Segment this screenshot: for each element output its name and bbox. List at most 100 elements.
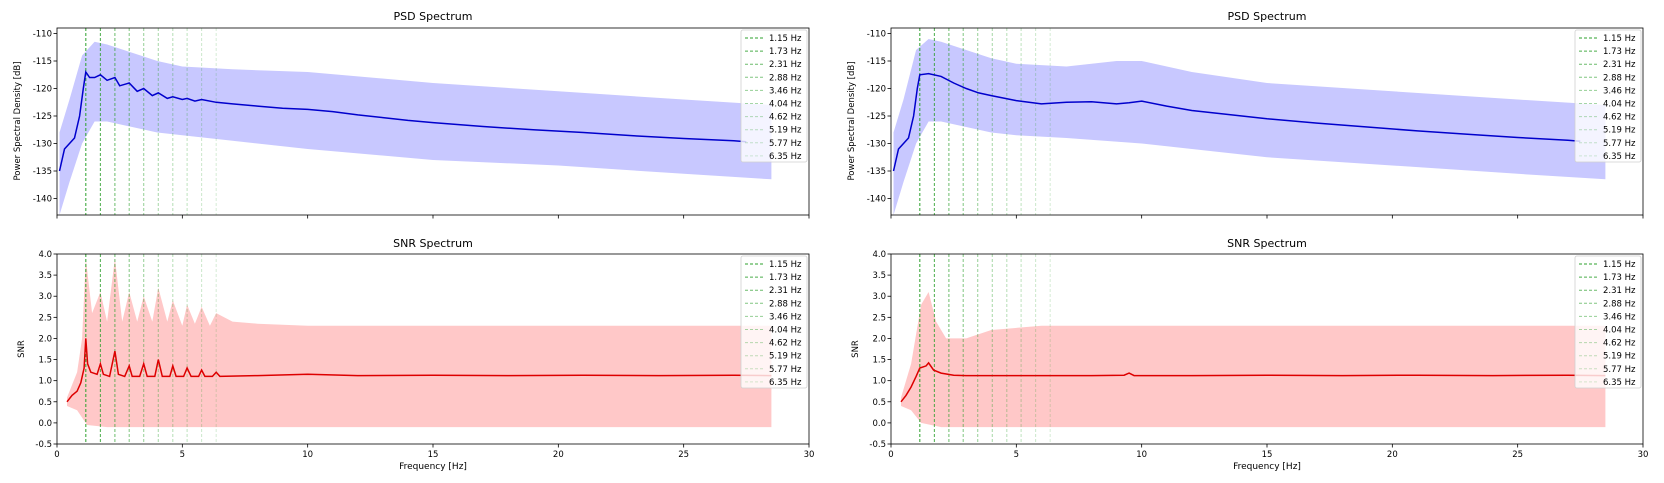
- left-psd-ytick-label: -125: [33, 112, 52, 122]
- left-snr-ytick-label: 3.5: [38, 271, 52, 281]
- left-psd-legend-entry: 2.88 Hz: [769, 73, 802, 83]
- left-psd-ytick-label: -110: [33, 30, 52, 40]
- right-psd-ytick-label: -140: [867, 195, 886, 205]
- left-snr-legend-entry: 5.19 Hz: [769, 352, 802, 362]
- left-psd-title: PSD Spectrum: [394, 10, 473, 23]
- left-snr-xtick-label: 5: [180, 450, 185, 460]
- right-psd-legend-entry: 5.19 Hz: [1603, 126, 1636, 136]
- left-psd-ylabel: Power Spectral Density [dB]: [13, 61, 23, 180]
- left-snr-legend-entry: 1.15 Hz: [769, 260, 802, 270]
- left-psd-ytick-label: -115: [33, 57, 52, 67]
- left-snr-ylabel: SNR: [17, 340, 27, 358]
- left-snr-band: [67, 258, 772, 428]
- left-snr-legend-entry: 4.04 Hz: [769, 326, 802, 336]
- left-snr-xtick-label: 0: [54, 450, 59, 460]
- right-snr-mean-line: [900, 361, 1606, 403]
- right-psd-ytick-label: -110: [867, 30, 886, 40]
- right-psd-legend-entry: 2.88 Hz: [1603, 73, 1636, 83]
- right-psd-legend-entry: 5.77 Hz: [1603, 139, 1636, 149]
- left-snr-ytick-label: 0.5: [38, 398, 52, 408]
- left-psd-legend-box: [740, 29, 808, 163]
- right-snr-ytick-label: 2.5: [872, 313, 886, 323]
- left-psd-ytick-label: -120: [33, 85, 52, 95]
- right-snr-ytick-label: 0.5: [872, 398, 886, 408]
- left-psd-legend-entry: 5.77 Hz: [769, 139, 802, 149]
- left-psd-panel: PSD Spectrum Power Spectral Density [dB]…: [13, 10, 810, 219]
- left-snr-ytick-label: 1.5: [38, 356, 52, 366]
- left-snr-legend-entry: 4.62 Hz: [769, 339, 802, 349]
- left-psd-legend-entry: 5.19 Hz: [769, 126, 802, 136]
- left-snr-ytick-label: 0.0: [38, 419, 52, 429]
- left-psd-legend-entry: 1.73 Hz: [769, 47, 802, 57]
- left-snr-ytick-label: 1.0: [38, 377, 52, 387]
- right-snr-legend-entry: 6.35 Hz: [1603, 378, 1636, 388]
- right-psd-legend: 1.15 Hz 1.73 Hz 2.31 Hz 2.88 Hz 3.46 Hz 4.04 …: [1574, 29, 1642, 163]
- right-snr-ytick-label: 2.0: [872, 334, 886, 344]
- right-snr-legend-entry: 2.31 Hz: [1603, 286, 1636, 296]
- right-psd-ytick-label: -135: [867, 167, 886, 177]
- left-snr-xlabel: Frequency [Hz]: [399, 462, 467, 472]
- left-snr-xtick-label: 10: [302, 450, 313, 460]
- left-snr-legend-entry: 5.77 Hz: [769, 365, 802, 375]
- right-psd-ytick-label: -115: [867, 57, 886, 67]
- left-snr-mean-line: [66, 338, 772, 403]
- left-snr-legend-entry: 2.88 Hz: [769, 299, 802, 309]
- right-psd-mean-line: [892, 72, 1581, 172]
- left-snr-ytick-label: 2.5: [38, 313, 52, 323]
- right-snr-xtick-label: 0: [888, 450, 893, 460]
- left-snr-xtick-label: 30: [804, 450, 815, 460]
- left-psd-legend-entry: 2.31 Hz: [769, 60, 802, 70]
- right-psd-legend-entry: 1.15 Hz: [1603, 34, 1636, 44]
- left-snr-ytick-label: -0.5: [35, 440, 52, 450]
- right-snr-ytick-label: 0.0: [872, 419, 886, 429]
- right-snr-legend-entry: 4.04 Hz: [1603, 326, 1636, 336]
- right-snr-xtick-label: 30: [1638, 450, 1649, 460]
- left-snr-ytick-label: 4.0: [38, 250, 52, 260]
- right-snr-ytick-label: 3.5: [872, 271, 886, 281]
- right-psd-plot-area: [892, 28, 1606, 215]
- right-psd-legend-entry: 2.31 Hz: [1603, 60, 1636, 70]
- left-psd-ytick-label: -135: [33, 167, 52, 177]
- right-psd-legend-entry: 4.04 Hz: [1603, 100, 1636, 110]
- right-psd-ytick-label: -120: [867, 85, 886, 95]
- right-psd-title: PSD Spectrum: [1228, 10, 1307, 23]
- right-snr-ylabel: SNR: [851, 340, 861, 358]
- right-psd-band: [893, 39, 1606, 215]
- left-snr-xtick-label: 20: [553, 450, 564, 460]
- left-snr-ytick-label: 3.0: [38, 292, 52, 302]
- left-snr-ytick-label: 2.0: [38, 334, 52, 344]
- left-snr-xtick-label: 25: [678, 450, 689, 460]
- left-snr-legend-entry: 6.35 Hz: [769, 378, 802, 388]
- right-psd-ytick-label: -130: [867, 140, 886, 150]
- right-snr-legend-entry: 5.19 Hz: [1603, 352, 1636, 362]
- right-psd-legend-entry: 4.62 Hz: [1603, 113, 1636, 123]
- left-psd-legend-entry: 6.35 Hz: [769, 152, 802, 162]
- left-snr-panel: SNR Spectrum SNR Frequency [Hz] 0 5 10 15 20…: [17, 237, 814, 472]
- right-snr-ytick-label: 1.0: [872, 377, 886, 387]
- left-snr-legend-entry: 1.73 Hz: [769, 273, 802, 283]
- left-psd-ytick-label: -140: [33, 195, 52, 205]
- left-psd-legend-entry: 4.62 Hz: [769, 113, 802, 123]
- right-psd-legend-entry: 6.35 Hz: [1603, 152, 1636, 162]
- right-psd-ylabel: Power Spectral Density [dB]: [847, 61, 857, 180]
- right-snr-xtick-label: 25: [1512, 450, 1523, 460]
- right-snr-panel: SNR Spectrum SNR Frequency [Hz] 0 5 10 15 20…: [851, 237, 1648, 472]
- right-snr-legend-entry: 4.62 Hz: [1603, 339, 1636, 349]
- right-snr-xtick-label: 20: [1387, 450, 1398, 460]
- left-snr-title: SNR Spectrum: [393, 237, 473, 250]
- right-snr-xtick-label: 10: [1136, 450, 1147, 460]
- right-snr-ytick-label: 4.0: [872, 250, 886, 260]
- right-snr-legend-entry: 1.15 Hz: [1603, 260, 1636, 270]
- left-psd-legend-entry: 4.04 Hz: [769, 100, 802, 110]
- right-snr-ytick-label: 1.5: [872, 356, 886, 366]
- left-snr-legend: 1.15 Hz 1.73 Hz 2.31 Hz 2.88 Hz 3.46 Hz 4.04 …: [740, 255, 808, 389]
- left-psd-ytick-label: -130: [33, 140, 52, 150]
- right-psd-legend-entry: 3.46 Hz: [1603, 86, 1636, 96]
- right-snr-title: SNR Spectrum: [1227, 237, 1307, 250]
- right-psd-panel: PSD Spectrum Power Spectral Density [dB]…: [847, 10, 1644, 219]
- right-snr-xlabel: Frequency [Hz]: [1233, 462, 1301, 472]
- left-psd-mean-line: [58, 70, 747, 172]
- right-snr-legend-entry: 3.46 Hz: [1603, 312, 1636, 322]
- right-psd-legend-box: [1574, 29, 1642, 163]
